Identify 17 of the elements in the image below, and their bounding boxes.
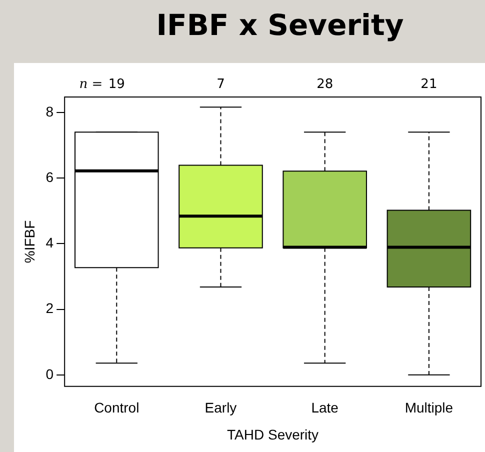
x-tick-label: Early (204, 400, 237, 416)
y-tick-label: 8 (46, 103, 54, 120)
x-tick-label: Control (94, 400, 140, 416)
y-tick-label: 2 (46, 300, 54, 316)
y-axis-title: %IFBF (21, 220, 38, 264)
chart-title: IFBF x Severity (155, 8, 405, 42)
text: n = (79, 76, 103, 92)
text: 21 (420, 76, 438, 92)
y-tick-label: 6 (46, 168, 54, 185)
text: 19 (108, 76, 125, 92)
text: 28 (316, 76, 334, 92)
x-axis-title: TAHD Severity (227, 426, 319, 442)
y-tick-label: 4 (46, 234, 54, 251)
x-tick-label: Late (311, 400, 339, 416)
text: 7 (216, 76, 225, 92)
y-tick-label: 0 (46, 366, 54, 382)
x-tick-label: Multiple (404, 400, 454, 416)
